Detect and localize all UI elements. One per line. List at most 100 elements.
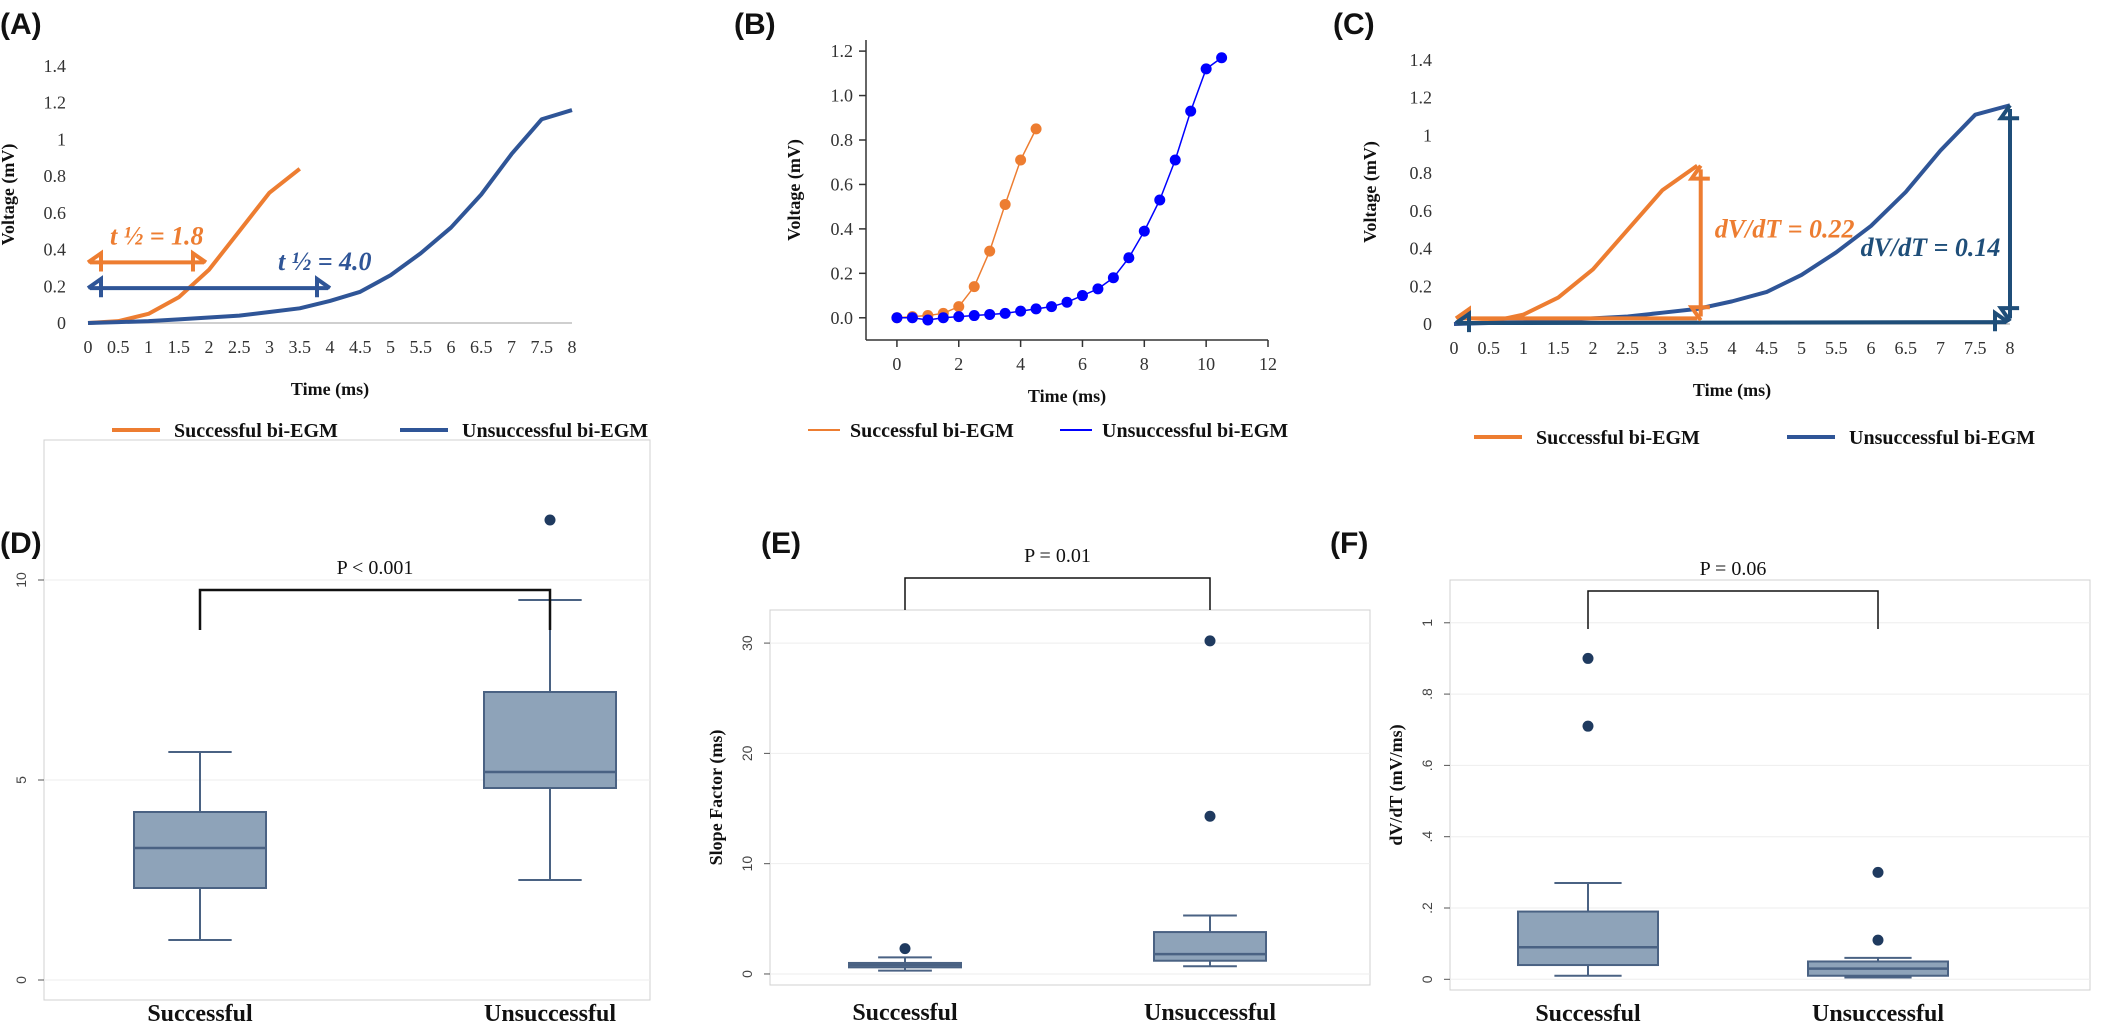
x-axis-label: Time (ms) (1028, 386, 1106, 407)
box-1 (1517, 652, 1659, 977)
box-2 (1807, 866, 1949, 979)
y-tick-label: 0.8 (44, 166, 67, 186)
y-tick-label: 0.0 (831, 308, 854, 328)
half-time-label: t ½ = 1.8 (110, 221, 204, 250)
x-tick-label: 8 (1140, 354, 1149, 374)
panel-label: (D) (0, 527, 42, 560)
x-tick-label: 6 (1867, 338, 1876, 358)
y-tick-label: 0.4 (1410, 239, 1433, 259)
data-point (1169, 154, 1181, 166)
y-axis-label: Voltage (mV) (784, 139, 805, 241)
y-tick-label: 0.2 (1410, 276, 1433, 296)
legend-label: Unsuccessful bi-EGM (1102, 420, 1288, 442)
arrowhead (1454, 310, 1471, 333)
series-line-2 (896, 57, 1223, 321)
arrowhead (1687, 164, 1710, 181)
y-tick-label: 0.2 (831, 263, 854, 283)
x-tick-label: 6 (1078, 354, 1087, 374)
data-point (1138, 225, 1150, 237)
iqr-box (1153, 931, 1267, 962)
iqr-box (133, 811, 267, 889)
data-point (906, 312, 918, 324)
series-line-2 (87, 108, 573, 325)
outlier-point (899, 943, 911, 955)
y-tick-label: 0 (57, 313, 66, 333)
box-1 (848, 943, 962, 972)
y-tick-label: 0.6 (831, 174, 854, 194)
x-axis-label: Time (ms) (1693, 380, 1771, 401)
box-2 (1153, 635, 1267, 968)
data-point (968, 281, 980, 293)
x-tick-label: 6.5 (1895, 338, 1918, 358)
x-tick-label: 2 (954, 354, 963, 374)
y-tick-label: 1 (1419, 619, 1435, 627)
x-tick-label: 1.5 (1547, 338, 1570, 358)
x-tick-label: 4 (1016, 354, 1025, 374)
y-tick-label: 0.4 (831, 219, 854, 239)
data-point (953, 301, 965, 313)
panel-label: (F) (1330, 527, 1368, 560)
y-tick-label: 20 (739, 745, 755, 761)
legend-label: Successful bi-EGM (174, 420, 338, 442)
x-tick-label: 3.5 (1686, 338, 1709, 358)
arrowhead (190, 249, 208, 272)
significance-bracket (1587, 590, 1879, 629)
half-time-label: t ½ = 4.0 (278, 247, 372, 276)
data-point (999, 307, 1011, 319)
baseline-arrow (1457, 320, 2007, 326)
y-tick-label: 0 (13, 976, 29, 984)
data-point (1216, 52, 1228, 64)
y-tick-label: .2 (1419, 902, 1435, 914)
data-point (984, 308, 996, 320)
outlier-point (1872, 866, 1884, 878)
y-tick-label: 1 (57, 129, 66, 149)
y-tick-label: 0.4 (44, 240, 67, 260)
box-1 (133, 751, 267, 941)
arrowhead (315, 275, 332, 298)
x-tick-label: 5 (386, 337, 395, 357)
y-axis-label: Voltage (mV) (1360, 141, 1381, 243)
y-axis-label: Slope Factor (ms) (706, 730, 727, 866)
data-point (1154, 194, 1166, 206)
x-tick-label: 1 (1519, 338, 1528, 358)
y-axis-label: Time (ms) (0, 681, 1, 759)
y-axis-label: dV/dT (mV/ms) (1386, 724, 1407, 845)
outlier-point (1204, 635, 1216, 647)
x-tick-label: 0 (1450, 338, 1459, 358)
data-point (1015, 154, 1027, 166)
y-tick-label: 0.8 (1410, 163, 1433, 183)
y-axis-label: Voltage (mV) (0, 144, 19, 246)
x-axis-label: Time (ms) (291, 379, 369, 400)
data-point (1061, 296, 1073, 308)
data-point (922, 314, 934, 326)
category-label: Successful (1535, 1001, 1641, 1025)
iqr-box (483, 691, 617, 789)
p-value-label: P = 0.01 (1024, 545, 1091, 567)
x-tick-label: 5 (1797, 338, 1806, 358)
x-tick-label: 8 (2006, 338, 2015, 358)
x-tick-label: 4 (1728, 338, 1737, 358)
y-tick-label: 1.0 (831, 86, 854, 106)
y-tick-label: 10 (739, 856, 755, 872)
y-tick-label: 0.6 (44, 203, 67, 223)
outlier-point (1582, 652, 1594, 664)
panel-e: (E) 0 10 20 30 Slope Factor (ms) Successful Uns… (706, 527, 1371, 1025)
series-line-1 (1453, 163, 1699, 326)
arrowhead (86, 275, 103, 298)
data-point (1092, 283, 1104, 295)
data-point (984, 245, 996, 257)
y-tick-label: 1.4 (44, 56, 67, 76)
y-tick-label: 1.4 (1410, 50, 1433, 70)
data-point (1015, 305, 1027, 317)
panel-label: (A) (0, 8, 42, 41)
x-tick-label: 5.5 (1825, 338, 1848, 358)
data-point (968, 310, 980, 322)
y-tick-label: 0 (1419, 975, 1435, 983)
panel-b: (B) 0.0 0.2 0.4 0.6 0.8 1.0 1.2 0 2 4 6 8 10 12 Time (m… (734, 8, 1288, 442)
p-value-label: P = 0.06 (1700, 558, 1767, 580)
data-point (1200, 63, 1212, 75)
x-tick-label: 0.5 (1478, 338, 1501, 358)
category-label: Unsuccessful (484, 1001, 616, 1025)
x-tick-label: 12 (1259, 354, 1277, 374)
p-value-label: P < 0.001 (337, 557, 414, 579)
